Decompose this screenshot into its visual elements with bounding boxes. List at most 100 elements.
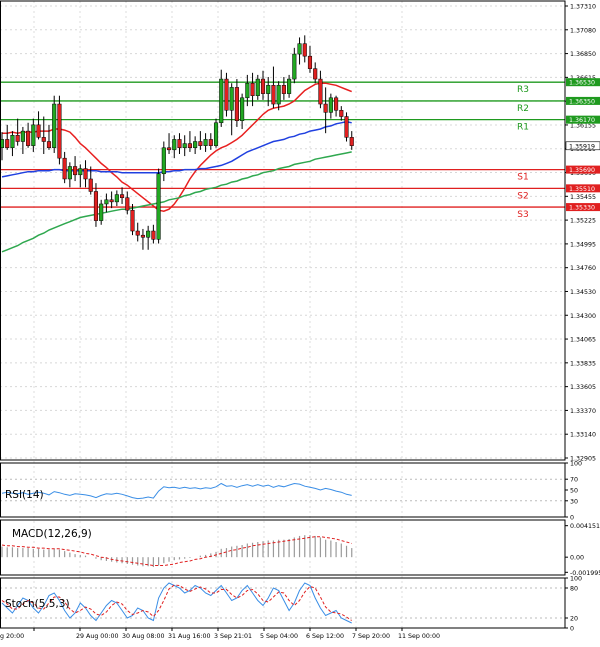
rsi-tick-label: 70 bbox=[570, 477, 578, 484]
rsi-layer: RSI(14) bbox=[0, 478, 565, 502]
candle-bull bbox=[203, 139, 208, 146]
frame-layer bbox=[0, 0, 566, 629]
pane-frame-macd bbox=[0, 519, 566, 576]
candle-bear bbox=[177, 139, 182, 149]
level-price-box bbox=[566, 165, 600, 174]
candle-bull bbox=[276, 85, 281, 105]
candle-bear bbox=[46, 141, 52, 149]
candle-bear bbox=[151, 230, 156, 240]
x-tick-label: g 20:00 bbox=[0, 633, 24, 640]
stoch-tick-label: 20 bbox=[570, 616, 578, 623]
candle-bull bbox=[292, 53, 297, 80]
x-tick-label: 29 Aug 00:00 bbox=[76, 633, 118, 640]
level-name-r1: R1 bbox=[517, 123, 529, 133]
candle-bear bbox=[313, 68, 318, 80]
level-price-box bbox=[566, 184, 600, 193]
candle-bull bbox=[10, 135, 15, 149]
candle-bull bbox=[161, 147, 166, 175]
x-tick-label: 7 Sep 20:00 bbox=[352, 633, 390, 640]
level-name-r2: R2 bbox=[517, 104, 529, 114]
candle-bull bbox=[328, 97, 333, 113]
candle-bear bbox=[26, 130, 31, 146]
level-name-s2: S2 bbox=[517, 191, 528, 201]
stoch-layer: Stoch(5,5,3) bbox=[0, 582, 565, 624]
macd-label: MACD(12,26,9) bbox=[12, 528, 92, 540]
macd-tick-label: -0.001995 bbox=[570, 570, 600, 577]
candle-bear bbox=[62, 157, 67, 180]
candle-bull bbox=[20, 130, 25, 142]
x-tick-label: 5 Sep 04:00 bbox=[260, 633, 298, 640]
y-tick-label: 1.34300 bbox=[570, 313, 596, 320]
candle-bear bbox=[83, 168, 88, 180]
axis-layer: 1.373101.370801.368501.366151.363851.361… bbox=[0, 4, 600, 640]
current-price-box bbox=[565, 141, 600, 151]
candle-bear bbox=[187, 143, 192, 149]
candle-bear bbox=[281, 85, 286, 94]
candle-bull bbox=[229, 87, 234, 111]
candle-bull bbox=[114, 194, 119, 203]
y-tick-label: 1.35455 bbox=[570, 194, 596, 201]
candle-bull bbox=[193, 141, 198, 149]
candle-bear bbox=[224, 78, 229, 111]
y-tick-label: 1.33140 bbox=[570, 432, 596, 439]
current-price-label: 1.35919 bbox=[569, 143, 595, 150]
candle-bear bbox=[5, 139, 10, 149]
y-tick-label: 1.36850 bbox=[570, 51, 596, 58]
candles-layer bbox=[0, 35, 354, 250]
rsi-tick-label: 0 bbox=[570, 515, 574, 522]
candle-bear bbox=[307, 55, 313, 69]
candle-bear bbox=[120, 194, 125, 198]
candle-bear bbox=[334, 97, 339, 111]
rsi-tick-label: 30 bbox=[570, 498, 578, 505]
level-name-s3: S3 bbox=[517, 210, 528, 220]
y-tick-label: 1.33835 bbox=[570, 360, 596, 367]
candle-bear bbox=[93, 191, 99, 221]
level-price-box bbox=[566, 96, 600, 105]
y-tick-label: 1.32905 bbox=[570, 456, 596, 463]
rsi-tick-label: 100 bbox=[570, 461, 582, 468]
y-tick-label: 1.34995 bbox=[570, 241, 596, 248]
level-price-label: 1.35330 bbox=[569, 205, 595, 212]
level-price-label: 1.35690 bbox=[569, 167, 595, 174]
candle-bear bbox=[323, 103, 328, 113]
candle-bull bbox=[266, 85, 271, 94]
candle-bear bbox=[73, 166, 78, 176]
candle-bull bbox=[182, 143, 187, 149]
candle-bear bbox=[125, 197, 130, 211]
y-tick-label: 1.34065 bbox=[570, 337, 596, 344]
candle-bear bbox=[260, 78, 266, 94]
level-price-box bbox=[566, 203, 600, 212]
candle-bull bbox=[52, 103, 57, 149]
rsi-line bbox=[1, 482, 352, 500]
pane-frame-stoch bbox=[0, 577, 566, 629]
candle-bear bbox=[198, 141, 203, 146]
stoch-tick-label: 0 bbox=[570, 626, 574, 633]
stoch-signal-line bbox=[1, 584, 352, 621]
level-name-s1: S1 bbox=[517, 173, 528, 183]
candle-bull bbox=[172, 139, 177, 151]
candle-bear bbox=[15, 135, 20, 142]
y-tick-label: 1.37310 bbox=[570, 4, 596, 11]
level-price-label: 1.36350 bbox=[569, 98, 595, 105]
stoch-tick-label: 80 bbox=[570, 586, 578, 593]
candle-bull bbox=[146, 230, 151, 238]
candle-bear bbox=[41, 137, 46, 142]
candle-bear bbox=[271, 85, 276, 105]
candle-bear bbox=[88, 178, 93, 192]
candle-bull bbox=[297, 43, 302, 55]
pane-frame-main bbox=[0, 0, 566, 461]
candle-bull bbox=[78, 168, 83, 176]
candle-bull bbox=[255, 78, 260, 96]
y-tick-label: 1.35225 bbox=[570, 218, 596, 225]
candle-bear bbox=[208, 139, 213, 146]
candle-bear bbox=[349, 137, 354, 146]
moving-average-line bbox=[1, 120, 352, 178]
level-price-box bbox=[566, 78, 600, 87]
candle-bull bbox=[240, 97, 245, 121]
x-tick-label: 6 Sep 12:00 bbox=[306, 633, 344, 640]
moving-average-line bbox=[1, 151, 352, 253]
candle-bear bbox=[302, 43, 307, 57]
y-tick-label: 1.36155 bbox=[570, 122, 596, 129]
